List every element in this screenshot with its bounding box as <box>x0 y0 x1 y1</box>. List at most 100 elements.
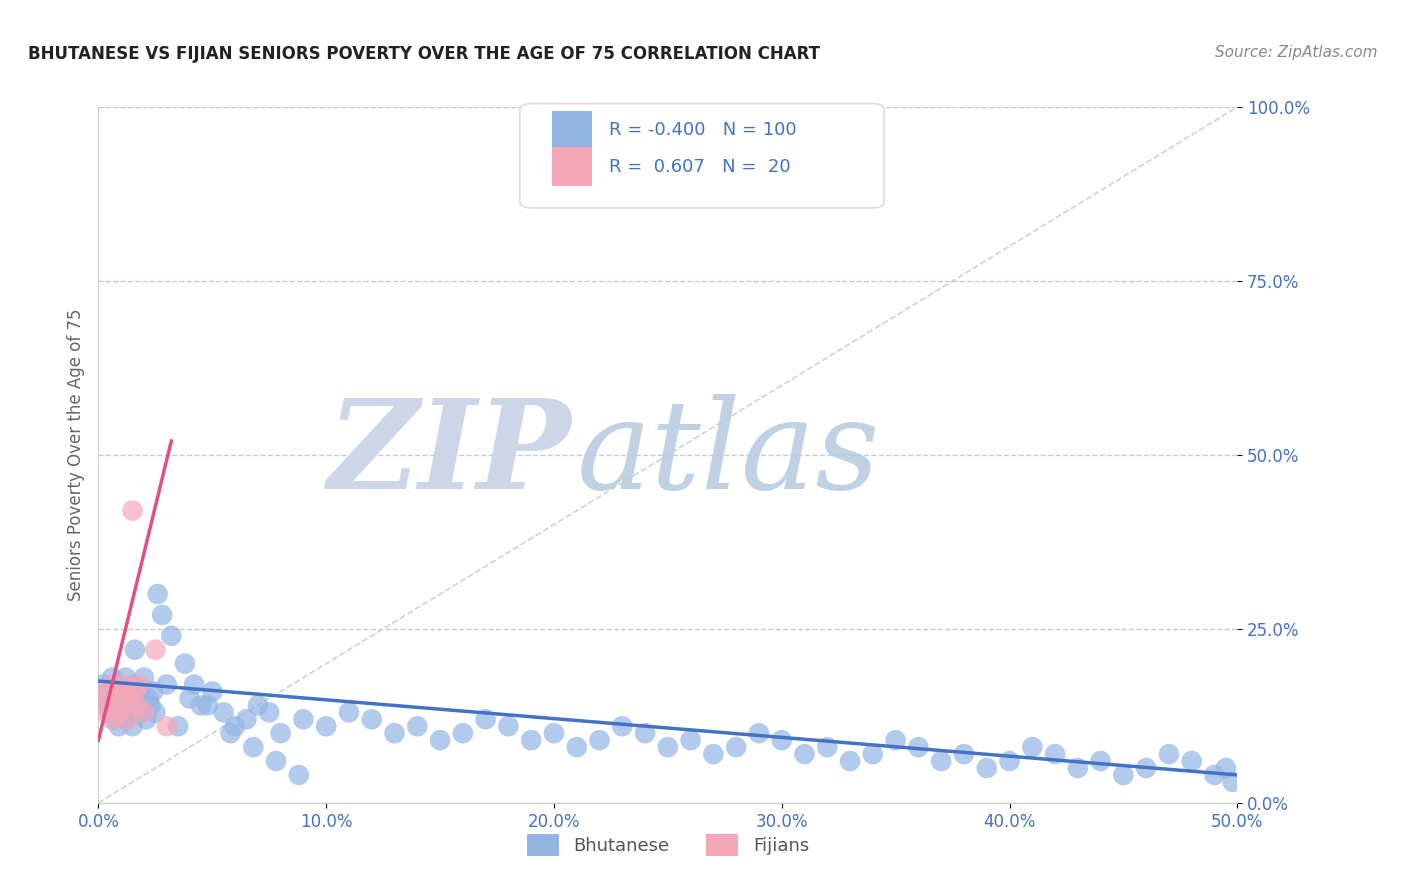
Point <box>121 719 143 733</box>
Point <box>190 698 212 713</box>
Point <box>288 768 311 782</box>
Point <box>725 740 748 755</box>
Point <box>429 733 451 747</box>
Point <box>1222 775 1244 789</box>
Point <box>110 691 132 706</box>
Point <box>103 698 125 713</box>
Point <box>114 671 136 685</box>
Point <box>127 698 149 713</box>
FancyBboxPatch shape <box>520 103 884 208</box>
Point <box>1135 761 1157 775</box>
Point <box>884 733 907 747</box>
Point <box>929 754 952 768</box>
Point <box>121 677 143 691</box>
Point <box>91 691 114 706</box>
Point <box>98 706 121 720</box>
Point <box>98 698 121 713</box>
Point <box>121 503 143 517</box>
Point <box>998 754 1021 768</box>
Point <box>156 677 179 691</box>
Point <box>235 712 257 726</box>
Point <box>1204 768 1226 782</box>
Point <box>292 712 315 726</box>
Point <box>117 712 139 726</box>
Point <box>160 629 183 643</box>
Point <box>114 712 136 726</box>
Point <box>1112 768 1135 782</box>
Point <box>474 712 496 726</box>
Point <box>108 677 131 691</box>
Point <box>1157 747 1180 761</box>
Bar <box>551 111 592 149</box>
Point <box>384 726 406 740</box>
Point <box>679 733 702 747</box>
Text: R =  0.607   N =  20: R = 0.607 N = 20 <box>609 158 790 176</box>
Text: BHUTANESE VS FIJIAN SENIORS POVERTY OVER THE AGE OF 75 CORRELATION CHART: BHUTANESE VS FIJIAN SENIORS POVERTY OVER… <box>28 45 820 62</box>
Point <box>131 706 153 720</box>
Point <box>112 706 135 720</box>
Point <box>862 747 884 761</box>
Point <box>634 726 657 740</box>
Point <box>337 706 360 720</box>
Point <box>156 719 179 733</box>
Point <box>565 740 588 755</box>
Point <box>451 726 474 740</box>
Point <box>120 684 142 698</box>
Point <box>246 698 269 713</box>
Point <box>120 706 142 720</box>
Point <box>145 706 167 720</box>
Point <box>201 684 224 698</box>
Text: ZIP: ZIP <box>328 394 571 516</box>
Point <box>1181 754 1204 768</box>
Point <box>197 698 219 713</box>
Point <box>103 691 125 706</box>
Point <box>167 719 190 733</box>
Point <box>1090 754 1112 768</box>
Point <box>976 761 998 775</box>
Point <box>94 706 117 720</box>
Point <box>657 740 679 755</box>
Point <box>907 740 929 755</box>
Point <box>138 691 160 706</box>
Point <box>108 719 131 733</box>
Point <box>315 719 337 733</box>
Point <box>212 706 235 720</box>
Point <box>1043 747 1066 761</box>
Point <box>101 677 124 691</box>
Point <box>146 587 169 601</box>
Point <box>702 747 724 761</box>
Point <box>124 684 146 698</box>
Point <box>1215 761 1237 775</box>
Point <box>101 712 124 726</box>
Point <box>360 712 382 726</box>
Point <box>520 733 543 747</box>
Point <box>793 747 815 761</box>
Point <box>103 712 125 726</box>
Point <box>110 684 132 698</box>
Point <box>124 642 146 657</box>
Point <box>242 740 264 755</box>
Point <box>135 712 157 726</box>
Point <box>748 726 770 740</box>
Point <box>128 677 150 691</box>
Text: R = -0.400   N = 100: R = -0.400 N = 100 <box>609 120 796 138</box>
Point <box>108 706 131 720</box>
Point <box>112 698 135 713</box>
Point <box>112 684 135 698</box>
Point <box>114 677 136 691</box>
Point <box>953 747 976 761</box>
Point <box>264 754 287 768</box>
Point <box>120 691 142 706</box>
Point <box>179 691 201 706</box>
Point <box>96 684 118 698</box>
Point <box>150 607 173 622</box>
Point <box>105 691 128 706</box>
Point <box>117 691 139 706</box>
Point <box>612 719 634 733</box>
Point <box>1021 740 1043 755</box>
Point <box>588 733 610 747</box>
Point <box>498 719 520 733</box>
Point <box>770 733 793 747</box>
Bar <box>551 147 592 186</box>
Point <box>219 726 242 740</box>
